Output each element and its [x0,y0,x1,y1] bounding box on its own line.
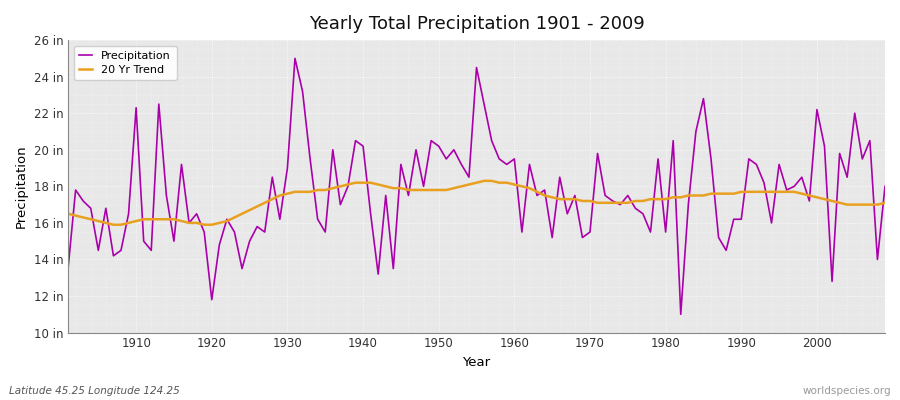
Precipitation [608,198,618,203]
20 Yr Trend [517,184,527,189]
20 Yr Trend [879,200,890,205]
20 Yr Trend [63,211,74,216]
20 Yr Trend [615,200,626,205]
Precipitation [675,312,686,317]
Line: 20 Yr Trend: 20 Yr Trend [68,181,885,225]
Line: Precipitation: Precipitation [68,58,885,314]
Precipitation [297,89,308,94]
20 Yr Trend [130,219,141,224]
20 Yr Trend [343,182,354,187]
Precipitation [508,156,519,161]
Precipitation [343,184,354,189]
Y-axis label: Precipitation: Precipitation [15,144,28,228]
20 Yr Trend [479,178,490,183]
20 Yr Trend [297,190,308,194]
Precipitation [879,184,890,189]
Title: Yearly Total Precipitation 1901 - 2009: Yearly Total Precipitation 1901 - 2009 [309,15,644,33]
Text: worldspecies.org: worldspecies.org [803,386,891,396]
Precipitation [517,230,527,234]
Precipitation [123,211,134,216]
X-axis label: Year: Year [463,356,491,369]
Legend: Precipitation, 20 Yr Trend: Precipitation, 20 Yr Trend [74,46,176,80]
20 Yr Trend [108,222,119,227]
20 Yr Trend [524,186,535,190]
Precipitation [290,56,301,61]
Text: Latitude 45.25 Longitude 124.25: Latitude 45.25 Longitude 124.25 [9,386,180,396]
Precipitation [63,266,74,271]
